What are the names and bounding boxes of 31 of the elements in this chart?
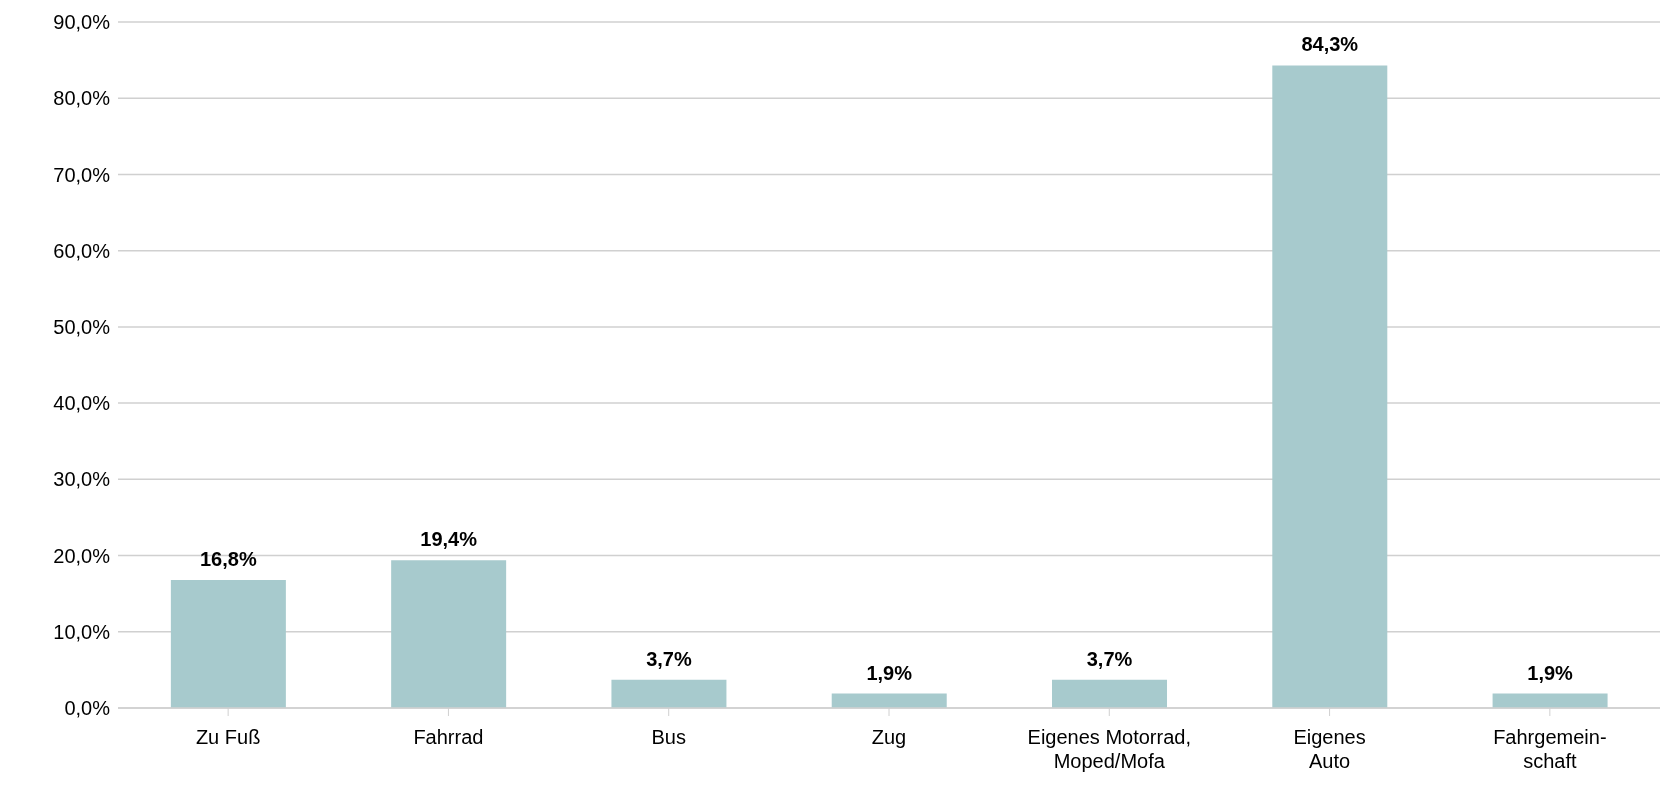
x-tick-label: Eigenes Auto [1293, 726, 1366, 772]
bar [391, 560, 507, 708]
bar [170, 579, 286, 708]
y-tick-label: 10,0% [53, 620, 111, 643]
x-tick-label: Eigenes Motorrad, Moped/Mofa [1027, 726, 1191, 772]
x-tick-label: Zug [871, 726, 907, 748]
x-tick-label: Fahrgemein- schaft [1493, 726, 1607, 772]
y-tick-label: 20,0% [53, 544, 111, 567]
y-tick-label: 30,0% [53, 468, 111, 491]
x-tick-label: Bus [651, 726, 686, 748]
bar [1052, 679, 1168, 708]
x-tick-label: Fahrrad [413, 726, 484, 748]
bar [1492, 693, 1608, 708]
bar [831, 693, 947, 708]
y-tick-label: 50,0% [53, 315, 111, 338]
y-tick-label: 40,0% [53, 392, 111, 415]
bar [1272, 65, 1388, 708]
data-label: 19,4% [420, 528, 478, 551]
data-label: 1,9% [1527, 661, 1574, 684]
y-tick-label: 80,0% [53, 87, 111, 110]
data-label: 16,8% [200, 547, 257, 570]
x-tick-label: Zu Fuß [195, 726, 261, 748]
y-tick-label: 60,0% [53, 239, 111, 262]
data-label: 3,7% [1086, 647, 1133, 670]
y-tick-label: 0,0% [64, 697, 111, 720]
data-label: 84,3% [1301, 33, 1359, 56]
bar [611, 679, 727, 708]
data-label: 1,9% [866, 661, 913, 684]
y-tick-label: 70,0% [53, 163, 111, 186]
data-label: 3,7% [646, 647, 692, 670]
y-tick-label: 90,0% [53, 11, 111, 34]
